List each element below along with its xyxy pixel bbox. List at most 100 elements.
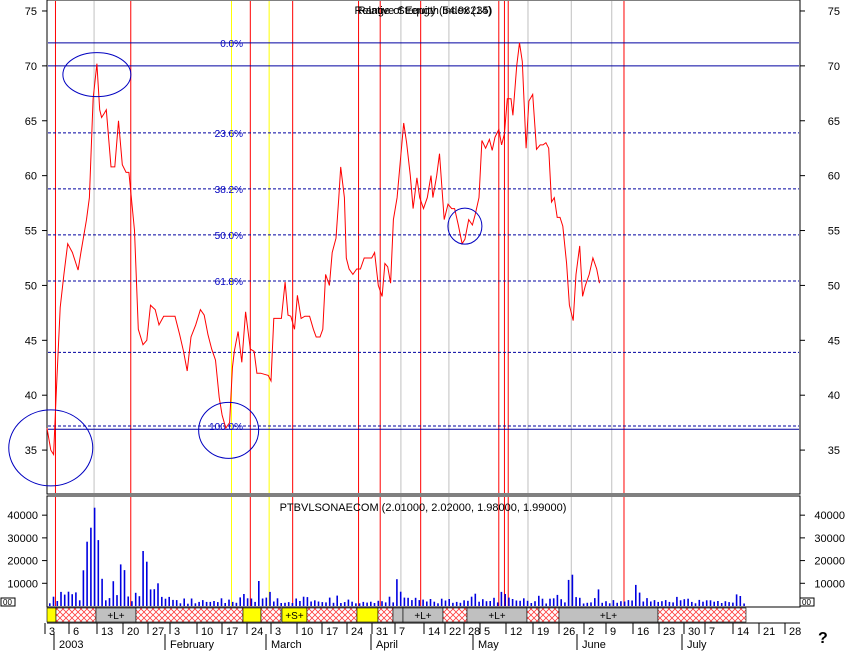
signal-segment [135,607,244,623]
volume-bar [261,598,264,606]
fib-level-label: 0.0% [220,39,243,50]
volume-bar [231,601,234,606]
volume-bar [396,579,398,606]
volume-bar [702,601,704,606]
volume-bar [302,596,305,606]
volume-bar [485,601,488,606]
volume-bar [545,603,547,606]
day-tick-label: 30 [688,626,700,638]
volume-bar [93,507,96,606]
volume-bar [388,596,391,606]
help-icon[interactable]: ? [818,630,828,647]
day-tick-label: 10 [201,626,213,638]
volume-bar [351,601,353,606]
volume-bar [422,599,424,606]
volume-bar [650,601,652,606]
volume-bar [676,596,678,606]
day-tick-label: 27 [152,626,164,638]
highlight-circle [8,409,94,487]
volume-bar [153,589,156,606]
volume-bar [336,595,338,606]
fib-level-label: 38.2% [215,185,243,196]
volume-bar [571,574,574,606]
volume-bar [452,602,454,606]
day-tick-label: 3 [49,626,55,638]
volume-bar [287,602,290,606]
volume-bar [269,591,271,606]
day-tick-label: 23 [663,626,675,638]
volume-bar [119,564,122,606]
volume-bar [157,583,159,606]
volume-y-axis: 10000 10000 20000 20000 30000 30000 40000 40000 [7,510,845,590]
volume-bar [209,601,212,606]
volume-tick-label-left: 20000 [7,556,38,568]
volume-bar [508,597,510,606]
day-tick-label: 14 [737,626,749,638]
volume-bar [668,601,671,606]
day-tick-label: 19 [537,626,549,638]
month-label: May [478,639,499,651]
rsi-y-axis: 35 35 40 40 45 45 50 50 55 55 60 60 65 65 70 70 75 75 [25,6,840,457]
volume-bar [482,599,484,606]
volume-title: PTBVLSONAECOM (2.01000, 2.02000, 1.98000… [280,502,567,514]
volume-bar [373,603,376,606]
volume-bar [691,601,693,606]
volume-bar [306,597,309,606]
signal-segment [356,607,379,623]
volume-bar [594,598,596,606]
volume-bar [448,599,450,606]
volume-bar [418,600,421,606]
volume-bar [314,600,316,606]
volume-bar [463,600,465,606]
signal-segment [242,607,262,623]
volume-bar [720,603,723,606]
volume-bar [567,579,570,606]
volume-bar [653,600,656,606]
signal-segment [526,607,540,623]
volume-bar [295,598,297,606]
volume-bar [455,601,458,606]
day-tick-label: 7 [709,626,715,638]
volume-bar [679,600,682,606]
rsi-tick-label-left: 60 [25,171,37,183]
volume-bar [739,596,742,606]
volume-bar [56,601,59,606]
fib-level-label: 50.0% [215,231,243,242]
volume-bar [82,570,85,606]
rsi-tick-label-right: 55 [828,226,840,238]
volume-right-stub: 00 [802,598,811,607]
volume-bar [358,603,361,606]
rsi-tick-label-right: 65 [828,116,840,128]
day-tick-label: 6 [73,626,79,638]
volume-bar [735,594,738,606]
month-label: June [582,639,606,651]
day-tick-label: 9 [610,626,616,638]
day-tick-label: 14 [428,626,440,638]
rsi-tick-label-right: 70 [828,61,840,73]
volume-bar [343,602,346,606]
volume-bar [317,601,320,606]
volume-bar [496,602,499,606]
volume-bar [500,591,503,606]
fib-level-label: 61.8% [215,277,243,288]
volume-bar [605,601,607,606]
volume-bar [478,601,480,606]
rsi-tick-label-right: 60 [828,171,840,183]
volume-bar [724,601,727,606]
volume-bar [623,601,626,606]
volume-bar [631,600,633,606]
volume-bar [175,600,178,606]
volume-bar [414,597,417,606]
volume-bar [67,591,70,606]
rsi-tick-label-left: 45 [25,335,37,347]
volume-bar [657,601,659,606]
volume-bar [713,601,715,606]
volume-bar [698,599,701,606]
rsi-title: Relative Strength Index (14) [355,5,492,17]
volume-bar [250,598,253,606]
volume-bar [299,601,301,606]
volume-bar [433,601,436,606]
volume-bar [198,601,200,606]
volume-bar [149,589,152,606]
volume-tick-label-right: 10000 [814,578,845,590]
